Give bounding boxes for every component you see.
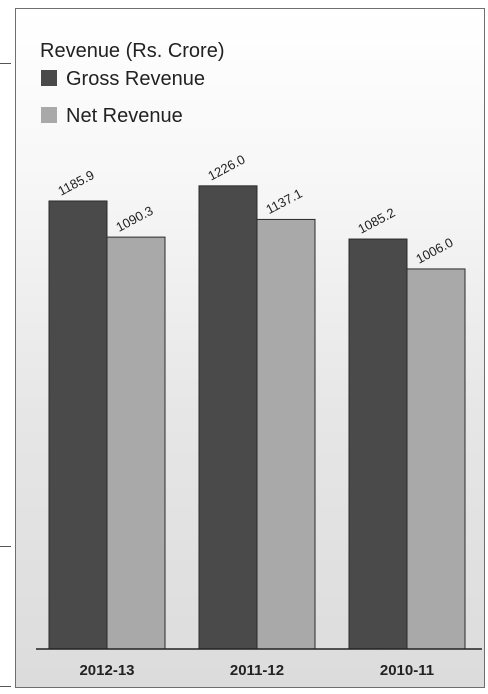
legend-swatch-gross — [41, 70, 57, 86]
legend-label-gross: Gross Revenue — [66, 68, 205, 90]
bar-net-2011-12 — [256, 218, 316, 650]
left-edge-tick-base — [0, 686, 11, 687]
bars-group — [48, 185, 466, 650]
x-tick-labels-group: 2012-13 2011-12 2010-11 — [79, 662, 434, 679]
data-label-gross-2011-12: 1226.0 — [205, 152, 247, 184]
data-label-gross-2012-13: 1185.9 — [55, 167, 96, 198]
chart-title: Revenue (Rs. Crore) — [40, 40, 225, 62]
left-edge-tick-bottom — [0, 546, 11, 547]
bar-net-2010-11 — [406, 268, 466, 650]
bar-gross-2010-11 — [348, 238, 408, 650]
data-label-gross-2010-11: 1085.2 — [355, 205, 397, 237]
legend-label-net: Net Revenue — [66, 105, 183, 127]
data-label-net-2010-11: 1006.0 — [413, 235, 455, 267]
bar-gross-2011-12 — [198, 185, 258, 650]
x-tick-label-2012-13: 2012-13 — [79, 662, 134, 679]
bar-net-2012-13 — [106, 236, 166, 650]
revenue-bar-chart: Revenue (Rs. Crore) Gross Revenue Net Re… — [36, 40, 482, 679]
left-edge-tick-top — [0, 63, 11, 64]
legend-swatch-net — [41, 107, 57, 123]
data-label-net-2011-12: 1137.1 — [263, 186, 304, 217]
chart-panel: Revenue (Rs. Crore) Gross Revenue Net Re… — [15, 8, 485, 688]
data-label-net-2012-13: 1090.3 — [113, 203, 155, 235]
x-tick-label-2011-12: 2011-12 — [230, 662, 284, 679]
x-tick-label-2010-11: 2010-11 — [380, 662, 434, 679]
bar-gross-2012-13 — [48, 200, 108, 650]
